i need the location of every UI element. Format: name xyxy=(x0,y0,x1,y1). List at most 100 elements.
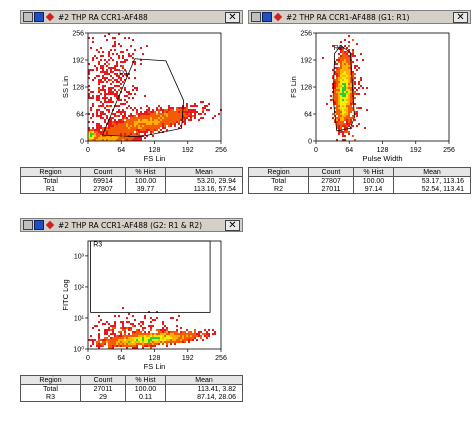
table-row: Total 27011 100.00 113.41, 3.82 xyxy=(20,384,243,393)
hist-cell: 100.00 xyxy=(125,176,166,185)
x-tick-label: 128 xyxy=(149,355,161,362)
col-count-header: Count xyxy=(80,375,126,385)
table-row: R3 29 0.11 87.14, 28.06 xyxy=(20,393,243,402)
hist-cell: 100.00 xyxy=(353,176,394,185)
plot-title: #2 THP RA CCR1-AF488 xyxy=(58,12,148,22)
y-tick-label: 256 xyxy=(300,31,312,38)
y-tick-label: 192 xyxy=(72,58,84,65)
mean-cell: 113.41, 3.82 xyxy=(165,384,243,393)
mean-cell: 53.20, 29.94 xyxy=(165,176,243,185)
gate-region-r3[interactable] xyxy=(90,240,211,313)
x-tick-label: 128 xyxy=(377,147,389,154)
x-tick-label: 64 xyxy=(345,147,353,154)
properties-icon[interactable] xyxy=(34,12,44,22)
region-cell: Total xyxy=(20,384,81,393)
x-tick-label: 64 xyxy=(117,355,125,362)
y-tick-label: 10² xyxy=(74,284,85,291)
col-mean-header: Mean xyxy=(393,167,471,177)
col-hist-header: % Hist xyxy=(125,167,166,177)
event-dots xyxy=(322,35,368,141)
mean-cell: 87.14, 28.06 xyxy=(165,393,243,402)
gate-label: R1 xyxy=(119,71,128,78)
y-tick-label: 64 xyxy=(304,112,312,119)
dot-plot-pw-fs[interactable]: R2 0 64 128 192 256 0 64 128 192 256 Pulse Width FS … xyxy=(248,25,471,165)
x-tick-label: 192 xyxy=(182,147,194,154)
y-tick-label: 64 xyxy=(76,112,84,119)
x-axis-label: FS Lin xyxy=(144,362,166,371)
x-tick-label: 256 xyxy=(443,147,455,154)
count-cell: 27807 xyxy=(80,185,126,194)
gate-diamond-icon[interactable] xyxy=(45,220,55,230)
y-axis-label: FITC Log xyxy=(61,279,70,310)
col-region-header: Region xyxy=(20,167,81,177)
table-row: Total 69914 100.00 53.20, 29.94 xyxy=(20,176,243,185)
mean-cell: 113.16, 57.54 xyxy=(165,185,243,194)
region-cell: R2 xyxy=(248,185,309,194)
table-row: Total 27807 100.00 53.17, 113.16 xyxy=(248,176,471,185)
table-row: R2 27011 97.14 52.54, 113.41 xyxy=(248,185,471,194)
x-tick-label: 128 xyxy=(149,147,161,154)
x-tick-label: 256 xyxy=(215,355,227,362)
hist-cell: 97.14 xyxy=(353,185,394,194)
y-tick-label: 128 xyxy=(300,85,312,92)
y-axis-label: SS Lin xyxy=(61,76,70,98)
event-dots xyxy=(88,307,216,349)
gate-diamond-icon[interactable] xyxy=(273,12,283,22)
mean-cell: 53.17, 113.16 xyxy=(393,176,471,185)
region-stats-table: Region Count % Hist Mean Total 27011 100… xyxy=(20,375,243,402)
region-cell: R1 xyxy=(20,185,81,194)
region-stats-table: Region Count % Hist Mean Total 27807 100… xyxy=(248,167,471,194)
col-mean-header: Mean xyxy=(165,167,243,177)
gate-region-r2[interactable] xyxy=(332,45,355,132)
y-tick-label: 10¹ xyxy=(74,315,85,322)
y-tick-label: 128 xyxy=(72,85,84,92)
x-axis-label: FS Lin xyxy=(144,154,166,163)
table-row: R1 27807 39.77 113.16, 57.54 xyxy=(20,185,243,194)
dot-plot-fs-ss[interactable]: R1 0 64 128 192 256 0 64 128 192 256 FS Lin SS Lin xyxy=(20,25,243,165)
x-tick-label: 0 xyxy=(86,355,90,362)
y-axis-label: FS Lin xyxy=(289,76,298,98)
properties-icon[interactable] xyxy=(34,220,44,230)
plot-titlebar: #2 THP RA CCR1-AF488 (G1: R1) ✕ xyxy=(248,10,471,24)
col-region-header: Region xyxy=(20,375,81,385)
col-hist-header: % Hist xyxy=(353,167,394,177)
region-cell: Total xyxy=(248,176,309,185)
plot-titlebar: #2 THP RA CCR1-AF488 ✕ xyxy=(20,10,243,24)
gate-label: R2 xyxy=(334,45,343,52)
y-tick-label: 10⁰ xyxy=(73,346,84,354)
count-cell: 27807 xyxy=(308,176,354,185)
y-tick-label: 0 xyxy=(308,139,312,146)
properties-icon[interactable] xyxy=(262,12,272,22)
x-tick-label: 192 xyxy=(410,147,422,154)
region-cell: Total xyxy=(20,176,81,185)
mean-cell: 52.54, 113.41 xyxy=(393,185,471,194)
hist-cell: 100.00 xyxy=(125,384,166,393)
dot-plot-fs-fitc[interactable]: R3 0 64 128 192 256 10⁰ 10¹ 10² 10³ FS Lin FITC Log xyxy=(20,233,243,373)
gate-region-r1[interactable] xyxy=(101,58,185,138)
gate-diamond-icon[interactable] xyxy=(45,12,55,22)
region-stats-table: Region Count % Hist Mean Total 69914 100… xyxy=(20,167,243,194)
plot-menu-icon[interactable] xyxy=(251,12,261,22)
plot-title: #2 THP RA CCR1-AF488 (G2: R1 & R2) xyxy=(58,220,203,230)
col-region-header: Region xyxy=(248,167,309,177)
y-tick-label: 10³ xyxy=(74,253,85,260)
close-icon[interactable]: ✕ xyxy=(225,219,240,231)
close-icon[interactable]: ✕ xyxy=(225,11,240,23)
count-cell: 29 xyxy=(80,393,126,402)
plot-menu-icon[interactable] xyxy=(23,220,33,230)
hist-cell: 0.11 xyxy=(125,393,166,402)
x-tick-label: 0 xyxy=(314,147,318,154)
x-axis-label: Pulse Width xyxy=(362,154,402,163)
col-mean-header: Mean xyxy=(165,375,243,385)
gate-label: R3 xyxy=(93,242,102,249)
count-cell: 27011 xyxy=(80,384,126,393)
x-tick-label: 0 xyxy=(86,147,90,154)
count-cell: 69914 xyxy=(80,176,126,185)
plot-menu-icon[interactable] xyxy=(23,12,33,22)
x-tick-label: 256 xyxy=(215,147,227,154)
y-tick-label: 256 xyxy=(72,31,84,38)
close-icon[interactable]: ✕ xyxy=(453,11,468,23)
col-count-header: Count xyxy=(80,167,126,177)
col-hist-header: % Hist xyxy=(125,375,166,385)
hist-cell: 39.77 xyxy=(125,185,166,194)
